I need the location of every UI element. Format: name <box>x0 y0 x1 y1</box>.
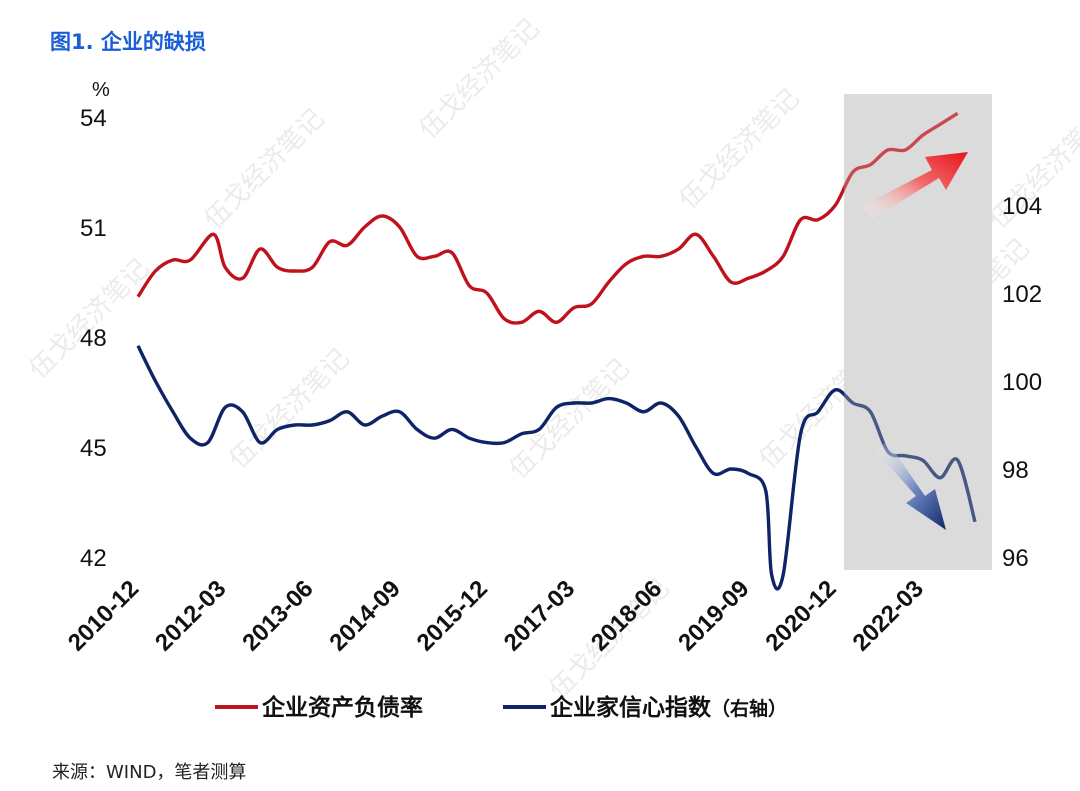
right-axis-tick-label: 96 <box>1002 545 1029 572</box>
source-note: 来源：WIND，笔者测算 <box>52 762 247 783</box>
watermark-text: 伍戈经济笔记 <box>224 343 356 475</box>
series-line-confidence-index <box>136 345 977 591</box>
trend-arrow-up <box>862 152 968 219</box>
figure-title: 图1. 企业的缺损 <box>50 30 206 54</box>
left-axis-tick-label: 54 <box>80 105 107 132</box>
watermark-text: 伍戈经济笔记 <box>674 83 806 215</box>
trend-arrows-group <box>862 152 968 530</box>
x-axis-tick-label: 2014-09 <box>324 575 405 656</box>
trend-arrow-down <box>876 441 946 530</box>
right-axis-tick-label: 98 <box>1002 457 1029 484</box>
x-axis-tick-label: 2010-12 <box>63 575 144 656</box>
watermark-text: 伍戈经济笔记 <box>199 103 331 235</box>
legend: 企业资产负债率 企业家信心指数（右轴） <box>215 694 787 721</box>
watermark-text: 伍戈经济笔记 <box>504 353 636 485</box>
legend-label-confidence-index: 企业家信心指数（右轴） <box>549 694 787 721</box>
right-axis-tick-label: 100 <box>1002 369 1042 396</box>
watermark-text: 伍戈经济笔记 <box>414 13 546 145</box>
legend-label-debt-ratio: 企业资产负债率 <box>261 694 423 721</box>
right-axis-tick-label: 102 <box>1002 281 1042 308</box>
left-axis-tick-label: 51 <box>80 215 107 242</box>
x-axis-tick-label: 2020-12 <box>760 575 841 656</box>
left-axis-tick-label: 42 <box>80 545 107 572</box>
x-axis-tick-label: 2017-03 <box>499 575 580 656</box>
watermark-text: 伍戈经济笔记 <box>24 253 156 385</box>
x-axis-tick-label: 2018-06 <box>586 575 667 656</box>
x-axis-tick-label: 2013-06 <box>237 575 318 656</box>
x-axis-tick-label: 2015-12 <box>412 575 493 656</box>
left-axis-tick-label: 48 <box>80 325 107 352</box>
right-axis-tick-label: 104 <box>1002 193 1042 220</box>
series-line-debt-ratio <box>136 111 959 325</box>
x-axis-tick-label: 2022-03 <box>848 575 929 656</box>
left-axis-unit: % <box>92 79 110 101</box>
x-axis-tick-label: 2019-09 <box>673 575 754 656</box>
x-axis-tick-label: 2012-03 <box>150 575 231 656</box>
left-axis-tick-label: 45 <box>80 435 107 462</box>
line-chart: 伍戈经济笔记伍戈经济笔记伍戈经济笔记伍戈经济笔记伍戈经济笔记伍戈经济笔记伍戈经济… <box>24 13 1080 721</box>
